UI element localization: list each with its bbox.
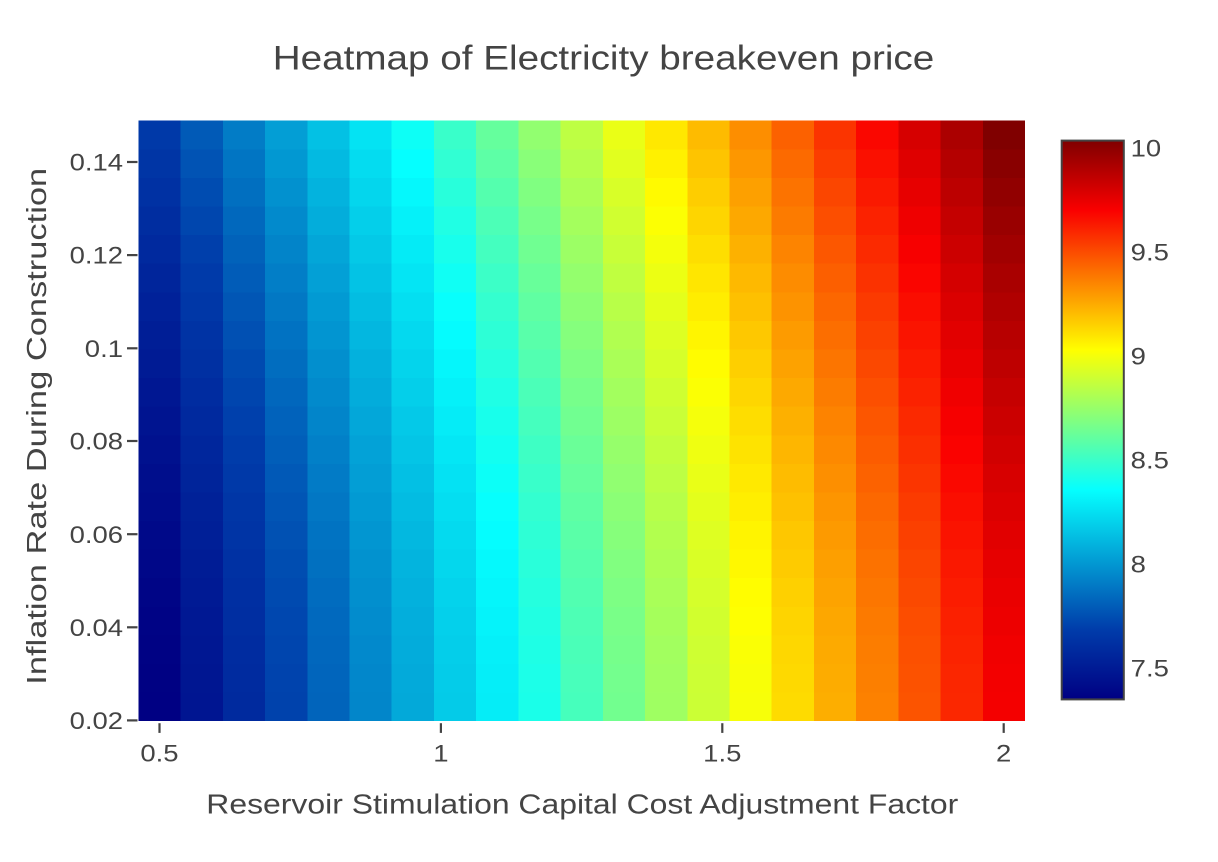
svg-text:0.08: 0.08 [70,429,123,456]
svg-text:Inflation Rate During Construc: Inflation Rate During Construction [21,168,52,685]
svg-text:Heatmap of Electricity breakev: Heatmap of Electricity breakeven price [273,39,935,77]
svg-text:9: 9 [1131,344,1146,371]
svg-text:0.02: 0.02 [70,708,123,735]
svg-text:2: 2 [996,741,1011,768]
svg-text:0.1: 0.1 [85,336,123,363]
svg-text:7.5: 7.5 [1131,656,1169,683]
svg-text:8: 8 [1131,552,1146,579]
svg-text:Reservoir Stimulation Capital: Reservoir Stimulation Capital Cost Adjus… [206,788,958,819]
svg-text:9.5: 9.5 [1131,240,1169,267]
svg-text:10: 10 [1131,136,1162,163]
svg-text:0.04: 0.04 [70,615,123,642]
svg-text:8.5: 8.5 [1131,448,1169,475]
svg-text:0.14: 0.14 [70,150,123,177]
svg-text:1.5: 1.5 [703,741,741,768]
svg-text:0.5: 0.5 [140,741,178,768]
svg-text:0.12: 0.12 [70,243,123,270]
svg-text:1: 1 [433,741,448,768]
svg-text:0.06: 0.06 [70,522,123,549]
